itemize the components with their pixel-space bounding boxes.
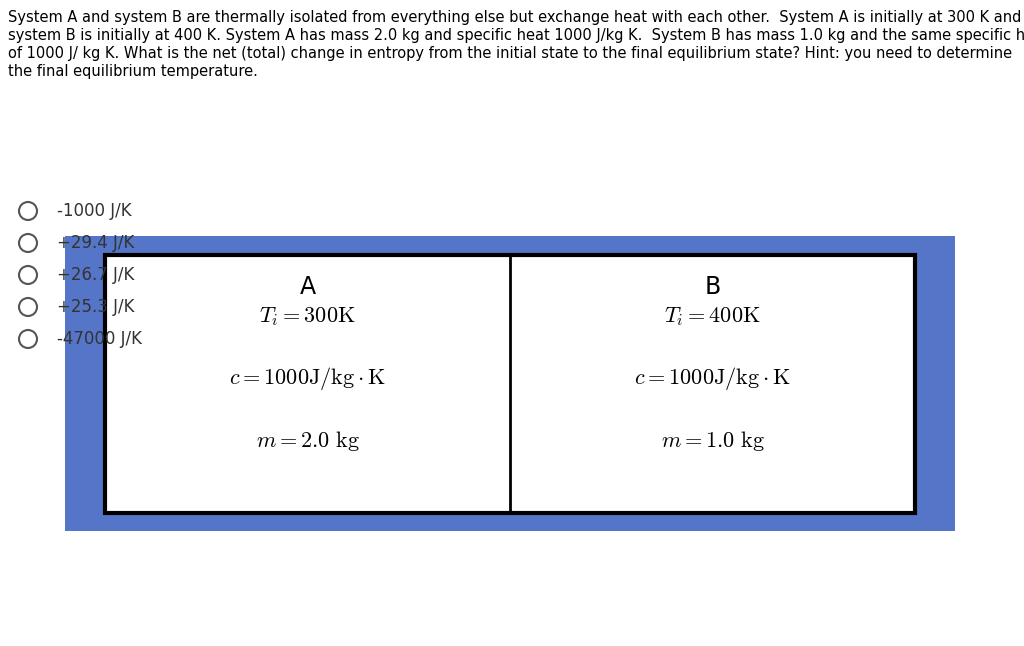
Text: +26.7 J/K: +26.7 J/K <box>57 266 134 284</box>
Text: the final equilibrium temperature.: the final equilibrium temperature. <box>8 64 258 79</box>
Text: $T_i = 300\mathrm{K}$: $T_i = 300\mathrm{K}$ <box>259 306 355 328</box>
Text: $m = 1.0\ \mathrm{kg}$: $m = 1.0\ \mathrm{kg}$ <box>660 429 765 453</box>
Text: B: B <box>705 275 721 299</box>
Text: +29.4 J/K: +29.4 J/K <box>57 234 134 252</box>
Text: system B is initially at 400 K. System A has mass 2.0 kg and specific heat 1000 : system B is initially at 400 K. System A… <box>8 28 1024 43</box>
Text: +25.3 J/K: +25.3 J/K <box>57 298 134 316</box>
Text: $c = 1000\mathrm{J/kg} \cdot \mathrm{K}$: $c = 1000\mathrm{J/kg} \cdot \mathrm{K}$ <box>229 366 386 393</box>
Text: $T_i = 400\mathrm{K}$: $T_i = 400\mathrm{K}$ <box>665 306 761 328</box>
Bar <box>65 236 955 531</box>
Text: of 1000 J/ kg K. What is the net (total) change in entropy from the initial stat: of 1000 J/ kg K. What is the net (total)… <box>8 46 1012 61</box>
Text: System A and system B are thermally isolated from everything else but exchange h: System A and system B are thermally isol… <box>8 10 1021 25</box>
Text: -1000 J/K: -1000 J/K <box>57 202 132 220</box>
Text: A: A <box>299 275 315 299</box>
Bar <box>105 255 915 513</box>
Text: -47000 J/K: -47000 J/K <box>57 330 142 348</box>
Text: $m = 2.0\ \mathrm{kg}$: $m = 2.0\ \mathrm{kg}$ <box>256 429 359 453</box>
Text: $c = 1000\mathrm{J/kg} \cdot \mathrm{K}$: $c = 1000\mathrm{J/kg} \cdot \mathrm{K}$ <box>634 366 791 393</box>
